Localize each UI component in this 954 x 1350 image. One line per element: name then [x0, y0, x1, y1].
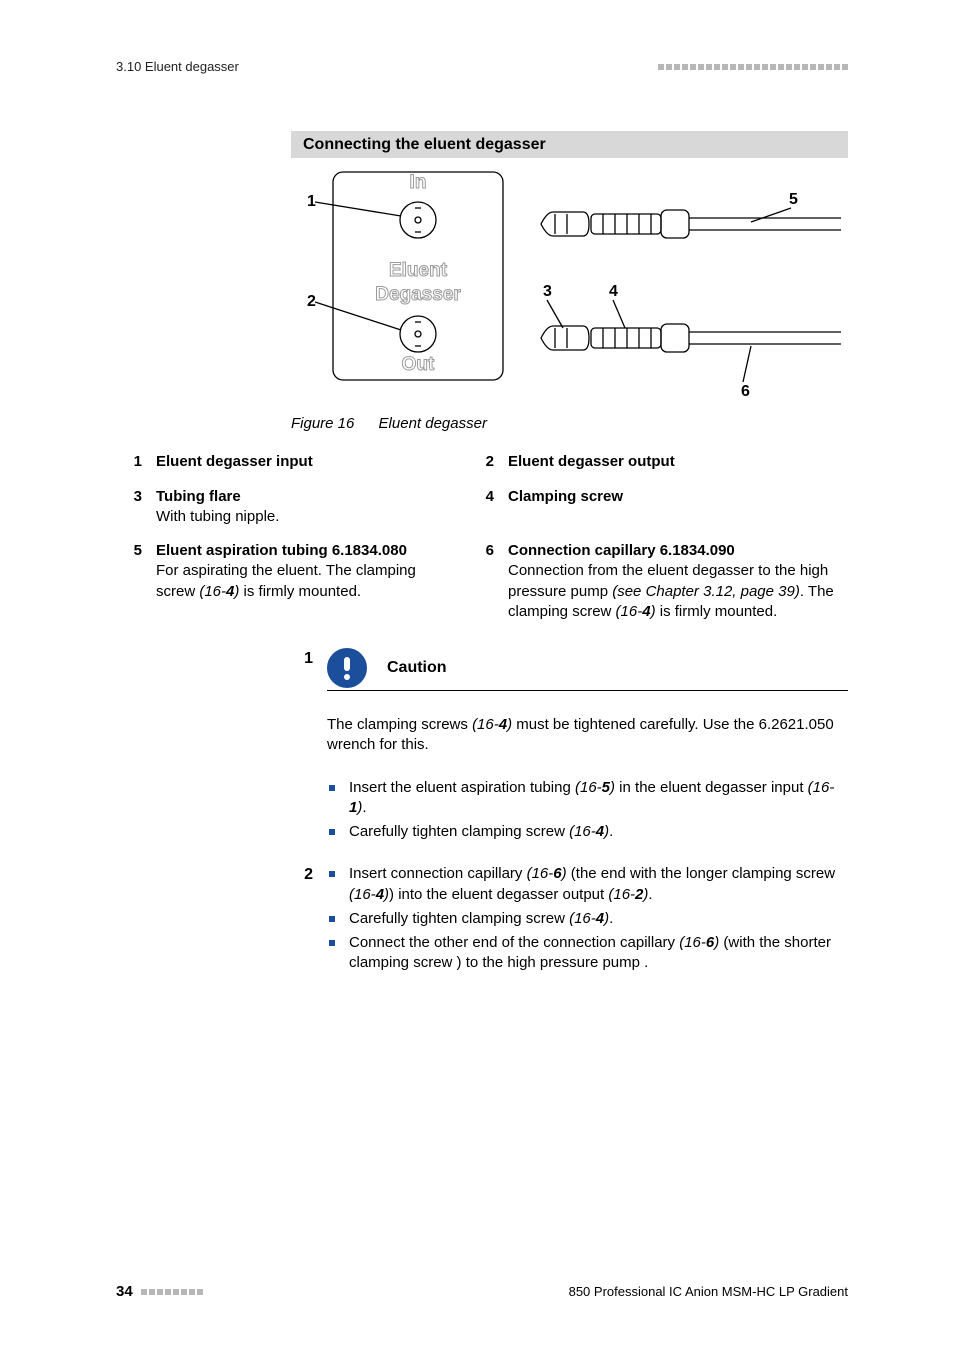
figure-diagram: In Eluent Degasser Out 1 2	[291, 164, 849, 404]
legend-desc: For aspirating the eluent. The clamping …	[156, 561, 456, 602]
diagram-callout-2: 2	[307, 293, 316, 310]
diagram-title2: Degasser	[375, 284, 461, 305]
diagram-callout-5: 5	[789, 191, 798, 208]
caution-header: Caution	[327, 648, 848, 691]
legend-num: 4	[468, 487, 496, 528]
page-header: 3.10 Eluent degasser	[116, 58, 848, 76]
header-decoration	[658, 64, 848, 70]
footer-decoration	[141, 1289, 203, 1295]
section-label: 3.10 Eluent degasser	[116, 58, 239, 76]
page-footer: 34 850 Professional IC Anion MSM-HC LP G…	[116, 1282, 848, 1302]
legend-title: Eluent degasser output	[508, 453, 675, 470]
step-2-bullets: Insert connection capillary (16-6) (the …	[327, 864, 848, 973]
step-2: 2 Insert connection capillary (16-6) (th…	[291, 864, 848, 977]
legend-entry: Eluent degasser input	[156, 452, 456, 472]
caution-text: The clamping screws (16-4) must be tight…	[327, 715, 848, 756]
legend-num: 6	[468, 541, 496, 622]
legend-entry: Eluent aspiration tubing 6.1834.080 For a…	[156, 541, 456, 622]
procedure-steps: 1 Caution The clamping screws (16-4) mus…	[291, 648, 848, 978]
legend-desc: Connection from the eluent degasser to t…	[508, 561, 848, 622]
step-number: 1	[291, 648, 313, 846]
legend-title: Eluent aspiration tubing 6.1834.080	[156, 542, 407, 559]
figure-caption: Figure 16 Eluent degasser	[291, 414, 848, 434]
legend-desc: With tubing nipple.	[156, 507, 456, 527]
legend-title: Connection capillary 6.1834.090	[508, 542, 735, 559]
legend-title: Tubing flare	[156, 488, 241, 505]
legend-title: Clamping screw	[508, 488, 623, 505]
figure-legend: 1 Eluent degasser input 2 Eluent degasser o…	[116, 452, 848, 622]
legend-num: 1	[116, 452, 144, 472]
diagram-in-label: In	[410, 172, 427, 193]
step-number: 2	[291, 864, 313, 977]
legend-entry: Connection capillary 6.1834.090 Connectio…	[508, 541, 848, 622]
diagram-callout-4: 4	[609, 283, 618, 300]
bullet-item: Insert the eluent aspiration tubing (16-…	[327, 778, 848, 819]
diagram-title1: Eluent	[389, 260, 448, 281]
bullet-item: Carefully tighten clamping screw (16-4).	[327, 909, 848, 929]
legend-num: 2	[468, 452, 496, 472]
step-1-bullets: Insert the eluent aspiration tubing (16-…	[327, 778, 848, 843]
figure-title: Eluent degasser	[379, 415, 487, 432]
legend-num: 3	[116, 487, 144, 528]
diagram-callout-6: 6	[741, 383, 750, 400]
legend-num: 5	[116, 541, 144, 622]
legend-title: Eluent degasser input	[156, 453, 313, 470]
caution-label: Caution	[387, 657, 447, 679]
diagram-callout-1: 1	[307, 193, 316, 210]
step-1: 1 Caution The clamping screws (16-4) mus…	[291, 648, 848, 846]
bullet-item: Connect the other end of the connection …	[327, 933, 848, 974]
section-heading: Connecting the eluent degasser	[291, 131, 848, 159]
diagram-callout-3: 3	[543, 283, 552, 300]
doc-title: 850 Professional IC Anion MSM-HC LP Grad…	[569, 1283, 848, 1301]
figure-label: Figure 16	[291, 415, 354, 432]
bullet-item: Carefully tighten clamping screw (16-4).	[327, 822, 848, 842]
page-number: 34	[116, 1282, 133, 1302]
bullet-item: Insert connection capillary (16-6) (the …	[327, 864, 848, 905]
diagram-out-label: Out	[402, 354, 435, 375]
caution-icon	[327, 648, 367, 688]
legend-entry: Clamping screw	[508, 487, 848, 528]
legend-entry: Eluent degasser output	[508, 452, 848, 472]
legend-entry: Tubing flare With tubing nipple.	[156, 487, 456, 528]
